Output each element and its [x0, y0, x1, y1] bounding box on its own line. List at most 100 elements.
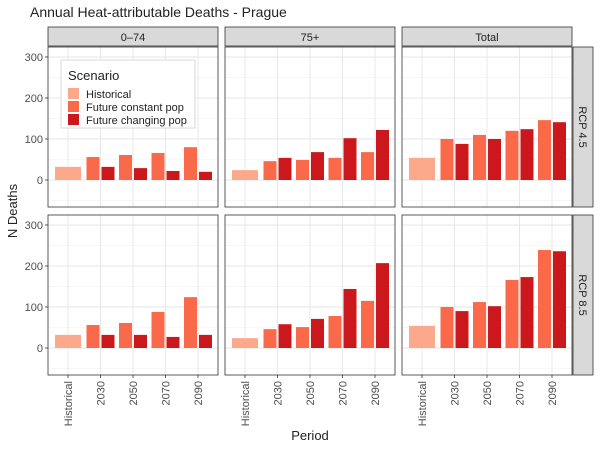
facet-strip-2 [401, 26, 573, 47]
bar-future-constant-pop [361, 152, 374, 180]
bar-future-changing-pop [311, 318, 324, 348]
facet-strip-1 [224, 26, 396, 47]
row-strip-0 [572, 46, 594, 208]
bar-future-constant-pop [296, 327, 309, 348]
legend-swatch-constant [68, 101, 79, 112]
legend-swatch-changing [68, 114, 79, 125]
bar-future-constant-pop [184, 147, 197, 180]
legend-label-constant: Future constant pop [86, 102, 184, 114]
bar-future-changing-pop [376, 129, 389, 180]
facet-strip-label: Total [475, 32, 498, 44]
facet-strip-label: 0–74 [121, 32, 145, 44]
legend-label-historical: Historical [86, 89, 131, 101]
y-tick-label: 300 [25, 52, 43, 64]
bar-future-changing-pop [278, 157, 292, 180]
y-tick-label: 100 [25, 302, 43, 314]
x-tick-label: 2030 [273, 381, 285, 405]
x-tick-label: 2070 [338, 381, 350, 405]
x-tick-label: 2070 [515, 381, 527, 405]
bar-future-constant-pop [328, 316, 342, 348]
bar-future-constant-pop [505, 279, 519, 348]
x-tick-label: 2050 [482, 381, 494, 405]
bar-future-constant-pop [296, 159, 309, 180]
legend-title: Scenario [68, 68, 119, 83]
x-tick-label: 2090 [547, 381, 559, 405]
bar-historical [409, 325, 435, 348]
bar-future-changing-pop [101, 166, 115, 180]
bar-future-constant-pop [119, 154, 132, 180]
bar-future-constant-pop [505, 130, 519, 180]
bar-historical [232, 170, 258, 180]
bar-future-constant-pop [440, 139, 454, 180]
bar-historical [55, 334, 81, 348]
bar-future-constant-pop [86, 325, 100, 348]
bar-future-changing-pop [488, 139, 501, 180]
x-tick-label: 2050 [305, 381, 317, 405]
bar-future-changing-pop [199, 171, 212, 180]
x-tick-label: 2090 [193, 381, 205, 405]
x-axis-label: Period [291, 428, 329, 443]
x-tick-label: Historical [240, 381, 252, 426]
bar-future-constant-pop [184, 297, 197, 348]
bar-historical [55, 166, 81, 180]
chart-title: Annual Heat-attributable Deaths - Prague [30, 4, 287, 20]
bar-future-changing-pop [553, 251, 566, 348]
bar-future-changing-pop [343, 138, 357, 180]
x-tick-label: 2030 [450, 381, 462, 405]
x-tick-label: 2070 [161, 381, 173, 405]
x-tick-label: Historical [417, 381, 429, 426]
bar-future-constant-pop [538, 250, 551, 348]
bar-future-changing-pop [278, 324, 292, 348]
bar-future-changing-pop [199, 334, 212, 348]
bar-future-changing-pop [101, 334, 115, 348]
bar-future-changing-pop [553, 122, 566, 180]
legend-box [60, 59, 196, 129]
facet-strip-0 [47, 26, 219, 47]
bar-historical [232, 338, 258, 348]
legend-label-changing: Future changing pop [86, 115, 187, 127]
y-tick-label: 200 [25, 93, 43, 105]
bar-future-constant-pop [151, 311, 165, 348]
y-tick-label: 0 [37, 343, 43, 355]
legend: Scenario Historical Future constant pop … [60, 59, 196, 129]
panel-border [47, 46, 219, 208]
bar-future-constant-pop [119, 322, 132, 348]
bar-historical [409, 157, 435, 180]
bar-future-changing-pop [520, 129, 534, 180]
y-tick-label: 0 [37, 175, 43, 187]
y-tick-label: 100 [25, 134, 43, 146]
bar-future-changing-pop [166, 336, 180, 348]
y-axis-label: N Deaths [5, 183, 20, 238]
x-tick-label: Historical [63, 381, 75, 426]
bar-future-changing-pop [455, 311, 469, 348]
x-tick-label: 2090 [370, 381, 382, 405]
bar-future-constant-pop [86, 157, 100, 180]
x-tick-label: 2030 [96, 381, 108, 405]
x-tick-label: 2050 [128, 381, 140, 405]
bar-future-constant-pop [473, 302, 486, 348]
bar-future-changing-pop [520, 277, 534, 348]
row-strip-label: RCP 8.5 [576, 274, 588, 315]
bar-future-changing-pop [343, 288, 357, 348]
bar-future-constant-pop [361, 300, 374, 348]
bar-future-constant-pop [538, 120, 551, 180]
bar-future-changing-pop [311, 152, 324, 180]
bar-future-changing-pop [455, 143, 469, 180]
y-tick-label: 300 [25, 220, 43, 232]
bar-future-changing-pop [134, 168, 147, 180]
panel-border [401, 46, 573, 208]
bar-future-changing-pop [376, 263, 389, 348]
bar-future-changing-pop [134, 334, 147, 348]
y-tick-label: 200 [25, 261, 43, 273]
bar-future-constant-pop [440, 307, 454, 348]
bar-future-changing-pop [488, 306, 501, 348]
bar-future-constant-pop [328, 157, 342, 180]
bar-future-constant-pop [263, 161, 277, 180]
facet-strip-label: 75+ [301, 32, 320, 44]
bar-future-constant-pop [151, 152, 165, 180]
bar-future-changing-pop [166, 170, 180, 180]
bar-future-constant-pop [473, 134, 486, 180]
panel-border [224, 46, 396, 208]
bar-future-constant-pop [263, 329, 277, 348]
